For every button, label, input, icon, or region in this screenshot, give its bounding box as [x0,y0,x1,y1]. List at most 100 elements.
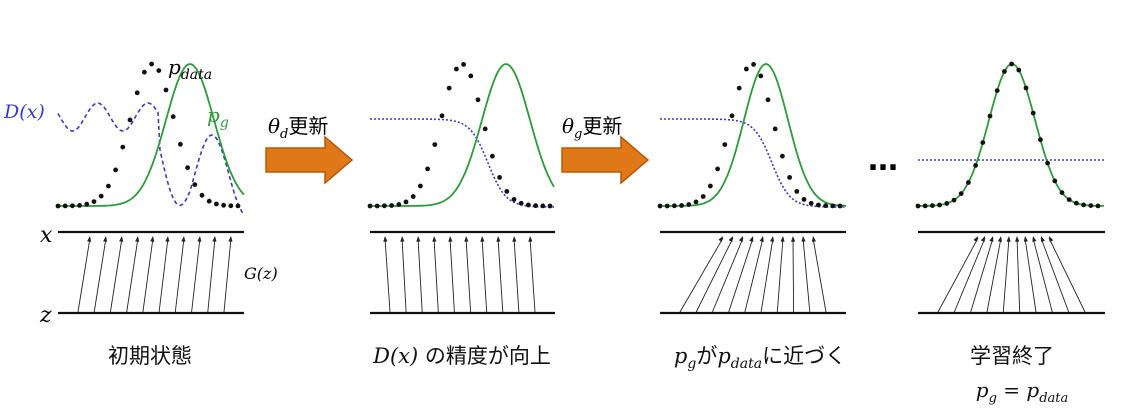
data-distribution-point [396,202,402,207]
data-distribution-point [758,73,764,79]
data-distribution-point [1095,203,1101,209]
data-distribution-point [823,203,828,209]
mapping-arrowhead [119,236,124,242]
data-distribution-point [1088,203,1094,209]
mapping-arrowhead [197,236,202,242]
data-distribution-point [382,203,387,209]
ellipsis: … [868,143,898,178]
data-distribution-point [958,191,964,197]
mapping-line [937,237,979,313]
mapping-arrowhead [759,236,764,242]
data-distribution-point [156,68,162,73]
mapping-arrowhead [181,236,186,242]
stage-panels [55,61,1105,315]
mapping-line [1024,237,1037,313]
mapping-line [1002,237,1010,313]
mapping-arrowhead [150,236,155,242]
data-distribution-point [672,203,677,209]
mapping-arrowhead [448,236,453,242]
mapping-line [744,237,764,313]
data-distribution-point [973,163,978,168]
data-distribution-point [980,140,986,146]
mapping-arrowhead [791,236,796,242]
caption-pg-equals-pdata: pg = pdata [975,378,1069,406]
data-distribution-point [1038,137,1043,143]
mapping-line [953,237,986,313]
mapping-arrowhead [432,236,437,242]
mapping-arrowhead [1006,236,1011,242]
data-distribution-point [185,165,191,171]
g-z-label: G(z) [244,264,278,283]
data-distribution-point [518,200,524,206]
data-distribution-point [951,197,957,203]
generator-distribution-2 [370,63,555,207]
mapping-line [728,237,754,313]
data-distribution-point [504,189,510,194]
data-distribution-point [1081,202,1086,208]
mapping-arrowhead [464,236,469,242]
data-distribution-point [700,194,706,199]
data-distribution-point [765,97,771,103]
mapping-line [513,237,520,313]
theta-d-label: θd更新 [268,114,328,142]
data-distribution-point [966,180,971,185]
data-distribution-point [403,199,409,205]
data-distribution-point [192,182,198,188]
x-axis-label: x [40,223,53,248]
data-distribution-point [170,114,176,120]
d-x-label: D(x) [3,101,45,123]
mapping-line [417,237,423,313]
mapping-line [695,237,734,313]
data-distribution-point [1074,200,1079,206]
mapping-line [792,237,795,313]
data-distribution-point [106,183,111,189]
mapping-line [465,237,472,313]
data-distribution-point [367,203,373,209]
data-distribution-point [142,69,147,75]
data-distribution-point [915,203,921,209]
mapping-line [812,237,827,313]
mapping-arrowhead [1049,236,1054,242]
data-distribution-point [837,203,843,209]
data-distribution-point [1059,190,1065,196]
data-distribution-point [98,193,104,199]
caption-pg-approaches-pdata: pgがpdataに近づく [673,344,847,373]
data-distribution-point [461,62,466,67]
data-distribution-point [937,202,942,208]
mapping-line [191,237,201,313]
mapping-arrowhead [1041,236,1045,242]
mapping-arrowhead [980,236,985,242]
update-arrow-g: θg更新 [561,114,650,185]
data-distribution-point [772,126,778,132]
mapping-line [760,237,774,313]
mapping-arrowhead [228,236,233,242]
data-distribution-point [389,203,394,208]
discriminator-curve-2 [370,118,554,208]
mapping-line [142,237,154,313]
data-distribution-point [751,62,756,67]
data-distribution-point [1016,67,1022,73]
data-distribution-point [475,97,481,103]
data-distribution-point [547,203,553,209]
data-distribution-point [1009,61,1014,67]
mapping-line [174,237,185,313]
mapping-line [711,237,744,313]
data-distribution-point [55,203,61,209]
mapping-arrowhead [496,236,501,242]
p-data-label: pdata [168,55,212,83]
caption-training-complete: 学習終了 [970,344,1054,368]
mapping-arrowhead [400,236,405,242]
mapping-arrowhead [997,236,1002,242]
data-distribution-point [780,153,785,159]
data-distribution-point [113,167,118,173]
mapping-line [481,237,488,313]
data-distribution-point [526,202,531,208]
data-distribution-point [206,198,212,204]
mapping-arrowhead [728,236,733,242]
data-distribution-point [987,113,993,119]
mapping-arrowhead [749,236,754,242]
mapping-line [223,237,232,313]
data-distribution-point [70,203,75,209]
data-distribution-point [468,73,474,79]
